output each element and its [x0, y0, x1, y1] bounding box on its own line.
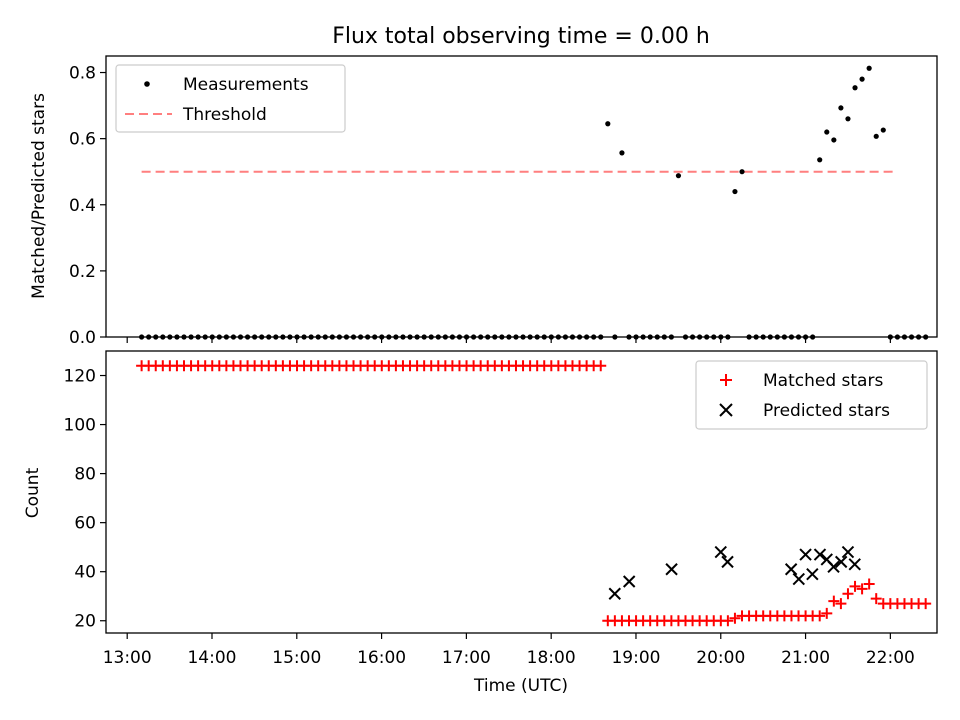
matched-star-point [870, 593, 882, 605]
predicted-star-point [848, 558, 861, 571]
legend-matched-marker [720, 374, 732, 386]
bottom-y-axis-label: Count [23, 467, 43, 518]
measurement-point [605, 121, 611, 127]
legend-predicted-label: Predicted stars [763, 401, 890, 421]
bottom-plot-frame [105, 350, 938, 634]
predicted-star-point [792, 572, 805, 586]
matched-star-point [814, 610, 826, 622]
matched-star-point [920, 598, 932, 610]
top-legend-box [115, 64, 346, 133]
x-axis-label: Time (UTC) [473, 676, 568, 696]
top-y-tick-label: 0.8 [69, 64, 96, 84]
top-y-tick-label: 0.4 [69, 196, 96, 216]
measurement-point [824, 129, 830, 135]
predicted-star-point [834, 555, 848, 569]
chart-title: Flux total observing time = 0.00 h [332, 24, 710, 49]
top-legend: Measurements Threshold [115, 64, 346, 133]
x-tick-label: 15:00 [272, 648, 321, 668]
legend-threshold-label: Threshold [182, 105, 267, 125]
legend-measurements-marker [144, 81, 150, 87]
legend-measurements-label: Measurements [183, 75, 309, 95]
matched-star-point [595, 360, 607, 372]
matched-star-point [821, 607, 833, 619]
top-y-tick-label: 0.2 [69, 262, 96, 282]
bottom-y-tick-label: 80 [74, 465, 96, 485]
x-tick-label: 13:00 [103, 648, 152, 668]
measurement-point [880, 127, 886, 133]
predicted-star-point [799, 548, 812, 561]
measurement-point [675, 173, 682, 179]
measurement-point [873, 133, 879, 139]
bottom-legend: Matched stars Predicted stars [695, 360, 928, 430]
x-tick-label: 16:00 [357, 648, 406, 668]
measurement-point [732, 188, 738, 195]
bottom-y-tick-label: 40 [74, 563, 96, 583]
measurement-point [845, 116, 851, 122]
top-y-axis-label: Matched/Predicted stars [29, 93, 49, 299]
top-y-tick-label: 0.0 [69, 328, 96, 348]
bottom-y-tick-label: 120 [64, 367, 96, 387]
predicted-star-point [813, 548, 827, 561]
x-tick-label: 20:00 [696, 648, 745, 668]
top-y-tick-label: 0.6 [69, 130, 96, 150]
matched-star-point [849, 580, 861, 592]
bottom-y-tick-label: 60 [74, 514, 96, 534]
measurement-point [739, 169, 745, 175]
top-plot-frame [105, 55, 938, 338]
matched-stars-points [136, 360, 932, 627]
matched-star-point [856, 583, 868, 595]
predicted-star-point [721, 555, 734, 569]
predicted-stars-points [608, 545, 861, 600]
top-y-ticks: 0.0 0.2 0.4 0.6 0.8 [69, 64, 106, 348]
measurement-point [838, 105, 844, 111]
matched-star-point [863, 578, 875, 590]
x-tick-label: 21:00 [781, 648, 830, 668]
measurement-point [619, 150, 625, 156]
top-panel: Matched/Predicted stars 0.00.20.40.60.8 … [29, 55, 938, 348]
matched-star-point [842, 588, 854, 600]
predicted-star-point [827, 560, 840, 573]
predicted-star-point [622, 575, 636, 588]
bottom-y-tick-label: 20 [74, 612, 96, 632]
predicted-star-point [665, 563, 678, 576]
predicted-star-point [608, 587, 621, 600]
legend-predicted-marker [719, 403, 733, 417]
x-tick-label: 17:00 [442, 648, 491, 668]
x-tick-label: 22:00 [866, 648, 915, 668]
measurement-point [831, 137, 837, 143]
legend-matched-label: Matched stars [763, 371, 883, 391]
bottom-panel: Count Time (UTC) 20 40 60 80 100 120 13:00 14:… [23, 350, 938, 696]
bottom-y-tick-label: 100 [64, 416, 96, 436]
matched-star-point [722, 615, 734, 627]
measurement-point [852, 85, 858, 91]
bottom-x-ticks: 13:00 14:00 15:00 16:00 17:00 18:00 19:00 20:00… [103, 633, 915, 668]
measurement-point [859, 76, 865, 82]
predicted-star-point [841, 545, 855, 559]
predicted-star-point [806, 567, 819, 581]
matched-star-point [835, 598, 847, 610]
matched-star-point [729, 612, 741, 624]
predicted-star-point [784, 563, 798, 576]
x-tick-label: 18:00 [527, 648, 576, 668]
measurement-point [866, 65, 872, 71]
x-tick-label: 19:00 [611, 648, 660, 668]
x-tick-label: 14:00 [187, 648, 236, 668]
bottom-y-ticks: 20 40 60 80 100 120 [64, 367, 106, 632]
measurement-point [817, 157, 823, 163]
bottom-legend-box [695, 360, 928, 430]
matched-star-point [828, 595, 840, 607]
predicted-star-point [714, 545, 727, 559]
